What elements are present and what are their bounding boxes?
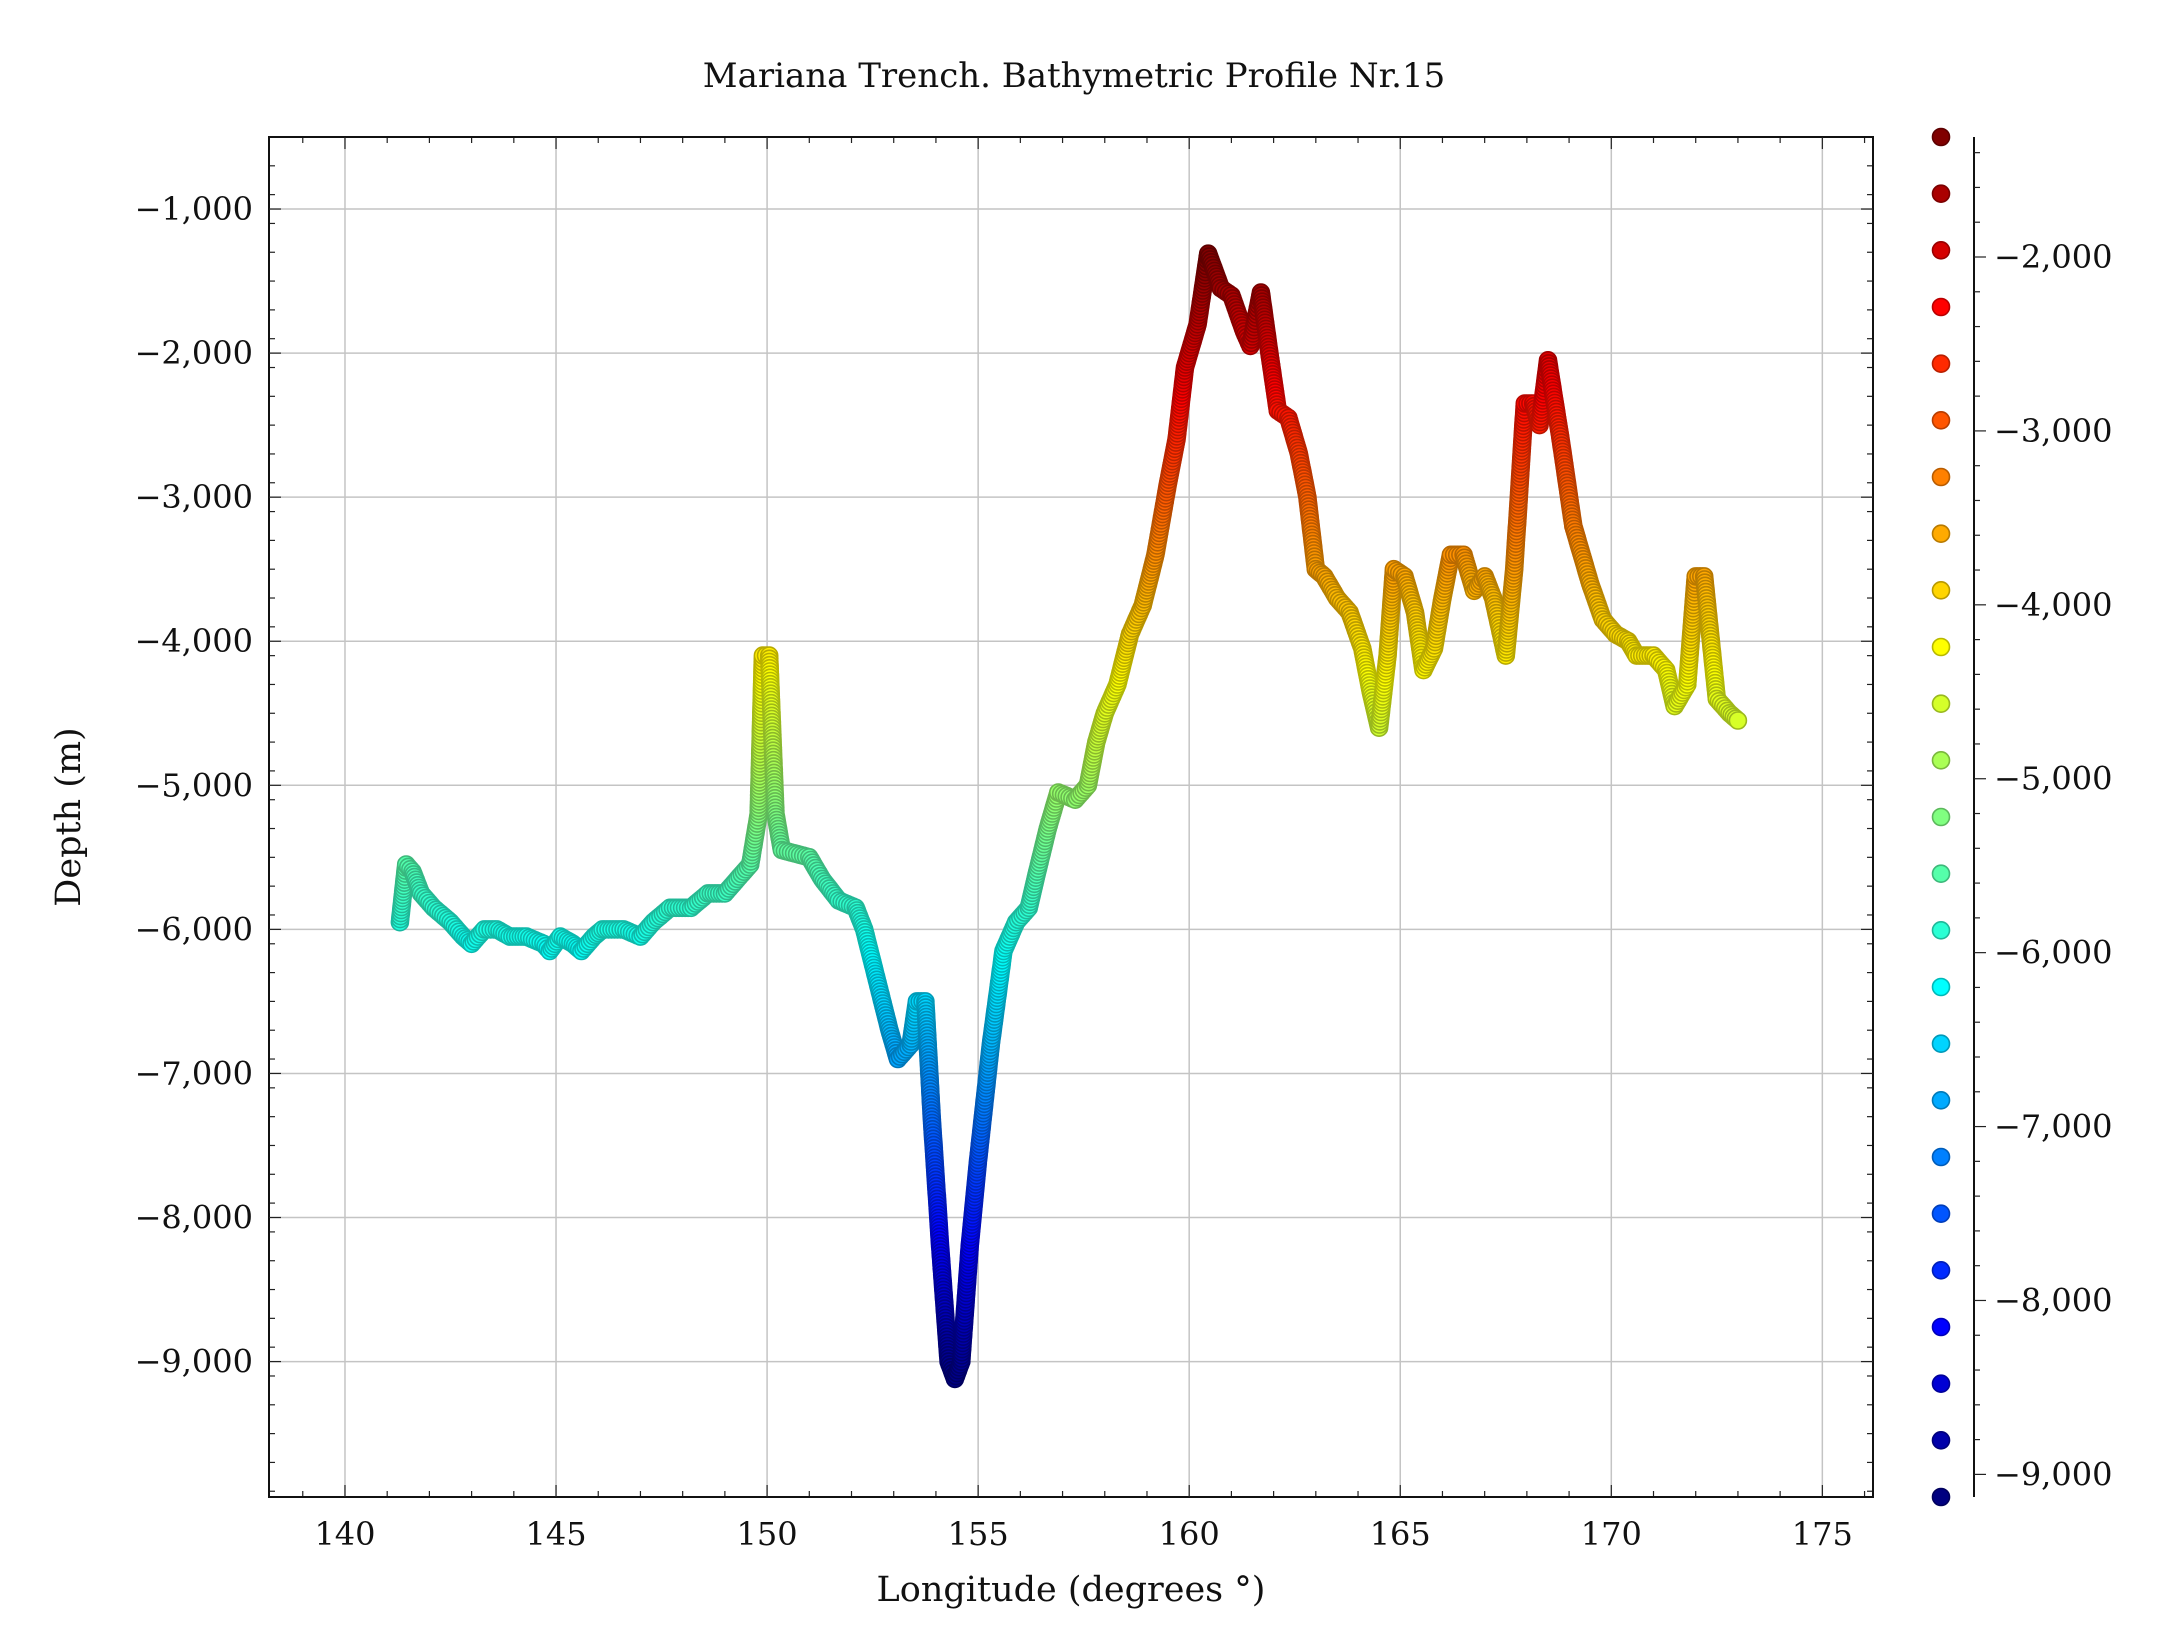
x-tick-label: 145 bbox=[525, 1515, 586, 1553]
colorbar-swatch bbox=[1931, 127, 1951, 147]
x-axis-label: Longitude (degrees °) bbox=[877, 1570, 1266, 1610]
y-tick-label: −1,000 bbox=[135, 190, 253, 228]
colorbar-swatch bbox=[1931, 524, 1951, 544]
x-axis-ticks: 140 145 150 155 160 165 170 175 bbox=[314, 137, 1853, 1553]
colorbar-swatch bbox=[1931, 1147, 1951, 1167]
colorbar-swatch bbox=[1931, 637, 1951, 657]
colorbar-tick-label: −9,000 bbox=[1994, 1455, 2112, 1493]
colorbar-swatch bbox=[1931, 807, 1951, 827]
x-tick-label: 150 bbox=[737, 1515, 798, 1553]
colorbar-swatch bbox=[1931, 1487, 1951, 1507]
colorbar-swatch bbox=[1931, 354, 1951, 374]
x-tick-label: 140 bbox=[314, 1515, 375, 1553]
y-tick-label: −6,000 bbox=[135, 910, 253, 948]
colorbar-tick-label: −5,000 bbox=[1994, 760, 2112, 798]
data-points bbox=[390, 244, 1748, 1389]
colorbar-swatch bbox=[1931, 1374, 1951, 1393]
x-tick-label: 160 bbox=[1159, 1515, 1220, 1553]
colorbar-tick-label: −4,000 bbox=[1994, 586, 2112, 624]
colorbar-tick-label: −3,000 bbox=[1994, 412, 2112, 450]
y-tick-label: −3,000 bbox=[135, 478, 253, 516]
x-tick-label: 175 bbox=[1792, 1515, 1853, 1553]
y-tick-label: −9,000 bbox=[135, 1343, 253, 1381]
colorbar-tick-label: −2,000 bbox=[1994, 238, 2112, 276]
colorbar-swatch bbox=[1931, 297, 1951, 317]
colorbar-swatch bbox=[1931, 1204, 1951, 1223]
x-tick-label: 170 bbox=[1581, 1515, 1642, 1553]
colorbar-swatch bbox=[1931, 864, 1951, 884]
y-axis-label: Depth (m) bbox=[49, 727, 89, 906]
colorbar-swatch bbox=[1931, 750, 1951, 770]
x-tick-label: 155 bbox=[948, 1515, 1009, 1553]
colorbar-tick-label: −7,000 bbox=[1994, 1108, 2112, 1146]
colorbar-swatch bbox=[1931, 1091, 1951, 1110]
colorbar-swatch bbox=[1931, 241, 1951, 260]
colorbar-swatch bbox=[1931, 694, 1951, 714]
y-tick-label: −8,000 bbox=[135, 1199, 253, 1237]
chart-title: Mariana Trench. Bathymetric Profile Nr.1… bbox=[703, 56, 1445, 96]
y-tick-label: −7,000 bbox=[135, 1054, 253, 1092]
colorbar-swatches bbox=[1931, 127, 1951, 1507]
colorbar-swatch bbox=[1931, 184, 1951, 203]
x-tick-label: 165 bbox=[1370, 1515, 1431, 1553]
y-tick-label: −4,000 bbox=[135, 622, 253, 660]
plot-frame bbox=[268, 136, 1874, 1498]
y-tick-label: −2,000 bbox=[135, 334, 253, 372]
colorbar-swatch bbox=[1931, 580, 1951, 600]
colorbar-swatch bbox=[1931, 410, 1951, 430]
colorbar-swatch bbox=[1931, 920, 1951, 940]
colorbar-swatch bbox=[1931, 467, 1951, 487]
colorbar-tick-label: −8,000 bbox=[1994, 1281, 2112, 1319]
y-axis-ticks: −1,000 −2,000 −3,000 −4,000 −5,000 −6,000 −7,0… bbox=[135, 190, 1873, 1381]
colorbar-swatch bbox=[1931, 1431, 1951, 1450]
grid-lines bbox=[269, 137, 1873, 1497]
colorbar-swatch bbox=[1931, 1261, 1951, 1280]
colorbar-ticks: −2,000 −3,000 −4,000 −5,000 −6,000 −7,000 −8,0… bbox=[1974, 152, 2112, 1493]
data-point bbox=[1728, 711, 1748, 730]
colorbar-swatch bbox=[1931, 1034, 1951, 1053]
colorbar-tick-label: −6,000 bbox=[1994, 934, 2112, 972]
colorbar: −2,000 −3,000 −4,000 −5,000 −6,000 −7,000 −8,0… bbox=[1931, 127, 2112, 1507]
colorbar-swatch bbox=[1931, 1317, 1951, 1337]
colorbar-swatch bbox=[1931, 977, 1951, 997]
y-tick-label: −5,000 bbox=[135, 766, 253, 804]
